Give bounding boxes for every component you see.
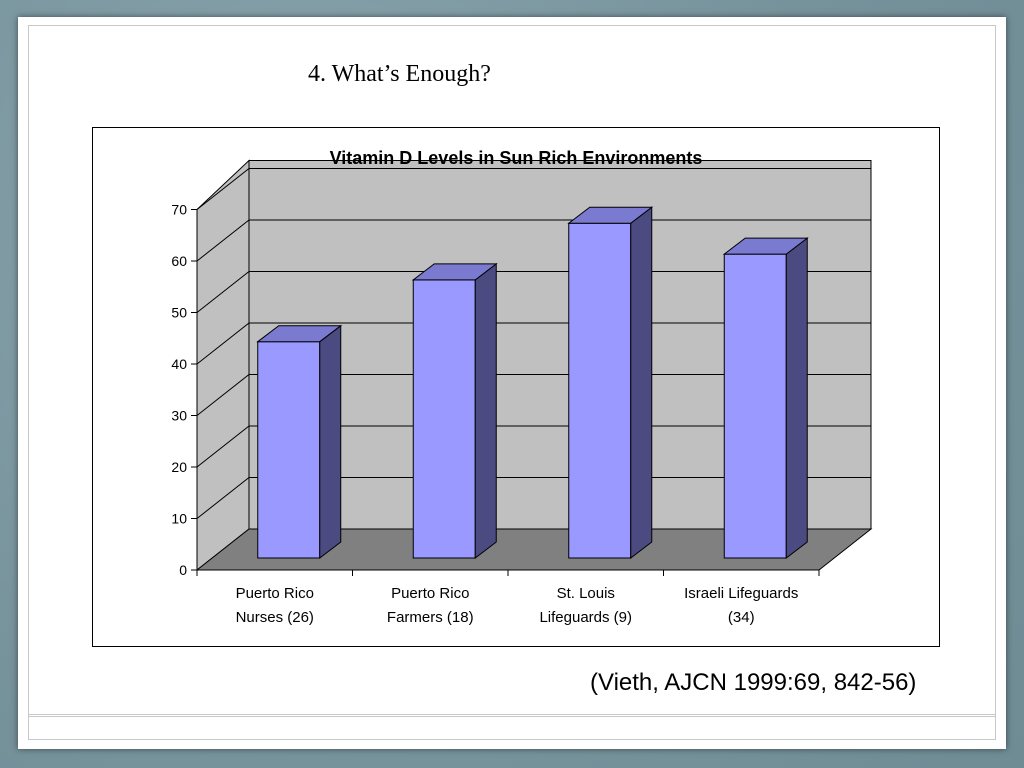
vitamin-d-chart: 0 10 20 30 40 50 60 70 Puerto Rico Nurses (26) Pue… (171, 148, 873, 626)
y-tick-label: 70 (171, 202, 187, 218)
bar-side (630, 206, 653, 560)
chart-container: 0 10 20 30 40 50 60 70 Puerto Rico Nurses (26) Pue… (92, 127, 940, 647)
y-tick-label: 40 (171, 356, 187, 372)
gridline (196, 168, 871, 210)
x-category-label: Nurses (26) (236, 609, 314, 626)
slide-footer-band (28, 714, 996, 740)
y-tick-label: 0 (179, 562, 187, 578)
y-tick-label: 10 (171, 511, 187, 527)
x-category-label: St. Louis (557, 585, 615, 602)
x-category-label: Puerto Rico (391, 585, 469, 602)
chart-title: Vitamin D Levels in Sun Rich Environment… (330, 148, 703, 168)
citation: (Vieth, AJCN 1999:69, 842-56) (590, 669, 917, 696)
x-category-label: Puerto Rico (236, 585, 314, 602)
bar-front (257, 341, 321, 559)
x-category-label: Israeli Lifeguards (684, 585, 798, 602)
gridline (196, 425, 871, 468)
bar-side (319, 324, 342, 560)
x-category-label: (34) (728, 609, 755, 626)
bar-front (412, 279, 476, 559)
slide-frame (28, 25, 996, 717)
bar-top (411, 263, 498, 281)
gridline (196, 374, 871, 416)
bar-top (567, 206, 654, 224)
bar-front (568, 222, 632, 559)
bar-top (256, 325, 343, 343)
slide: 4. What’s Enough? 0 10 20 30 40 50 60 70 Puerto … (18, 17, 1006, 749)
y-tick-label: 60 (171, 253, 187, 269)
bar-front (723, 253, 787, 559)
y-tick-label: 50 (171, 305, 187, 321)
x-category-label: Farmers (18) (387, 609, 474, 626)
bar-top (722, 237, 809, 255)
gridline (196, 322, 871, 365)
gridline (196, 271, 871, 313)
y-tick-label: 30 (171, 408, 187, 424)
bar-side (785, 237, 808, 560)
bar-side (474, 262, 497, 560)
slide-title: 4. What’s Enough? (308, 61, 491, 87)
gridline (196, 477, 871, 519)
chart-side-wall (196, 159, 250, 572)
y-tick-label: 20 (171, 459, 187, 475)
gridline (196, 219, 871, 262)
x-category-label: Lifeguards (9) (539, 609, 632, 626)
